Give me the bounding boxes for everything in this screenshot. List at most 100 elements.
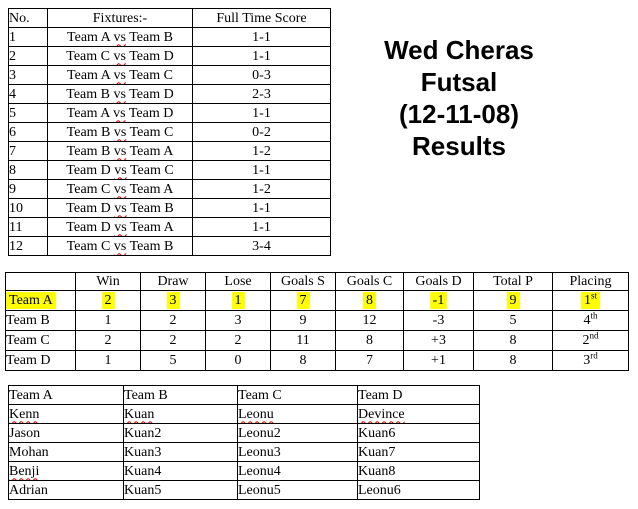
win-cell: 2 [75, 290, 141, 311]
player-name: Kuan2 [124, 425, 162, 441]
goals-diff-cell: -1 [403, 290, 474, 311]
player-name: Leonu3 [238, 444, 281, 460]
away-team: Team C [129, 162, 174, 178]
home-team: Team C [66, 181, 111, 197]
fixture-number-cell: 7 [8, 141, 48, 161]
player-name-cell: Kuan [123, 404, 238, 424]
fixture-number-cell: 6 [8, 122, 48, 142]
placing-column-header: Placing [552, 272, 629, 291]
player-name: Benji [9, 463, 40, 479]
highlighted-value: 2 [101, 292, 115, 309]
home-team: Team B [66, 143, 111, 159]
placing-cell: 2nd [552, 330, 629, 351]
fixture-matchup-cell: Team A vs Team C [47, 65, 193, 85]
away-team: Team D [129, 86, 174, 102]
standings-table: Win Draw Lose Goals S Goals C Goals D To… [5, 272, 629, 371]
draw-column-header: Draw [140, 272, 206, 291]
goals-scored-cell: 7 [270, 290, 336, 311]
player-name-cell: Kuan8 [357, 461, 480, 481]
player-name: Adrian [9, 482, 48, 498]
team-a-column-header: Team A [8, 385, 124, 405]
fixture-number-cell: 8 [8, 160, 48, 180]
fixture-row: 7 Team B vs Team A 1-2 [8, 141, 331, 161]
home-team: Team D [66, 200, 111, 216]
placing-number: 2 [582, 333, 590, 348]
placing-ordinal-suffix: rd [590, 350, 598, 361]
highlighted-value: 7 [296, 292, 310, 309]
title-line: Futsal [420, 67, 498, 97]
goals-scored-column-header: Goals S [270, 272, 336, 291]
fixture-score-cell: 1-1 [192, 46, 331, 66]
goals-conceded-cell: 7 [335, 350, 404, 371]
player-name-cell: Kuan7 [357, 442, 480, 462]
away-team: Team D [128, 105, 174, 121]
player-name-cell: Kuan3 [123, 442, 238, 462]
fixture-number-cell: 5 [8, 103, 48, 123]
fixture-row: 5 Team A vs Team D 1-1 [8, 103, 331, 123]
player-name: Leonu5 [238, 482, 281, 498]
player-name: Kuan5 [124, 482, 162, 498]
away-team: Team A [129, 143, 174, 159]
vs-label: vs [114, 219, 127, 235]
player-name-cell: Kuan5 [123, 480, 238, 500]
away-team: Team C [129, 124, 174, 140]
player-name-cell: Leonu6 [357, 480, 480, 500]
team-column-header [5, 272, 76, 291]
fixture-score-cell: 0-2 [192, 122, 331, 142]
placing-cell: 4th [552, 310, 629, 331]
placing-number: 1 [583, 293, 591, 308]
home-team: Team B [66, 124, 111, 140]
team-cell: Team B [5, 310, 76, 331]
vs-label: vs [113, 238, 127, 254]
placing-ordinal-suffix: th [590, 310, 598, 321]
fixture-matchup-cell: Team A vs Team D [47, 103, 193, 123]
lose-column-header: Lose [205, 272, 271, 291]
win-cell: 1 [75, 310, 141, 331]
player-name-cell: Benji [8, 461, 124, 481]
team-cell: Team A [5, 290, 76, 311]
draw-cell: 5 [140, 350, 206, 371]
players-row: Benji Kuan4 Leonu4 Kuan8 [8, 461, 480, 481]
fixture-number-cell: 1 [8, 27, 48, 47]
players-header-row: Team A Team B Team C Team D [8, 385, 480, 405]
fixture-matchup-cell: Team B vs Team C [47, 122, 193, 142]
placing-number: 4 [583, 313, 591, 328]
win-cell: 2 [75, 330, 141, 351]
goals-diff-cell: -3 [403, 310, 474, 331]
away-team: Team C [129, 67, 173, 83]
player-name: Kuan3 [124, 444, 162, 460]
player-name-cell: Leonu5 [237, 480, 358, 500]
home-team: Team A [66, 105, 110, 121]
page-title: Wed Cheras Futsal (12-11-08) Results [340, 34, 578, 162]
standings-row-team-c: Team C 2 2 2 11 8 +3 8 2nd [5, 330, 629, 351]
player-name: Leonu [238, 406, 274, 422]
player-name: Leonu4 [238, 463, 281, 479]
fixture-row: 3 Team A vs Team C 0-3 [8, 65, 331, 85]
away-team: Team B [129, 238, 174, 254]
placing-number: 3 [583, 353, 591, 368]
score-column-header: Full Time Score [192, 8, 331, 28]
highlighted-value: 8 [363, 292, 376, 309]
team-cell: Team D [5, 350, 76, 371]
player-name-cell: Kuan6 [357, 423, 480, 443]
home-team: Team D [66, 162, 111, 178]
away-team: Team D [129, 48, 174, 64]
fixture-score-cell: 2-3 [192, 84, 331, 104]
fixture-score-cell: 1-1 [192, 217, 331, 237]
player-name-cell: Kuan4 [123, 461, 238, 481]
draw-cell: 2 [140, 310, 206, 331]
placing-ordinal-suffix: st [590, 290, 597, 301]
fixture-matchup-cell: Team C vs Team D [47, 46, 193, 66]
highlighted-value: -1 [429, 292, 448, 309]
vs-label: vs [113, 86, 126, 102]
fixture-matchup-cell: Team D vs Team A [47, 217, 193, 237]
vs-label: vs [113, 67, 126, 83]
draw-cell: 2 [140, 330, 206, 351]
fixture-row: 1 Team A vs Team B 1-1 [8, 27, 331, 47]
fixture-row: 12 Team C vs Team B 3-4 [8, 236, 331, 256]
team-c-column-header: Team C [237, 385, 358, 405]
players-row: Mohan Kuan3 Leonu3 Kuan7 [8, 442, 480, 462]
vs-label: vs [113, 124, 127, 140]
team-b-column-header: Team B [123, 385, 238, 405]
player-name-cell: Devince [357, 404, 480, 424]
